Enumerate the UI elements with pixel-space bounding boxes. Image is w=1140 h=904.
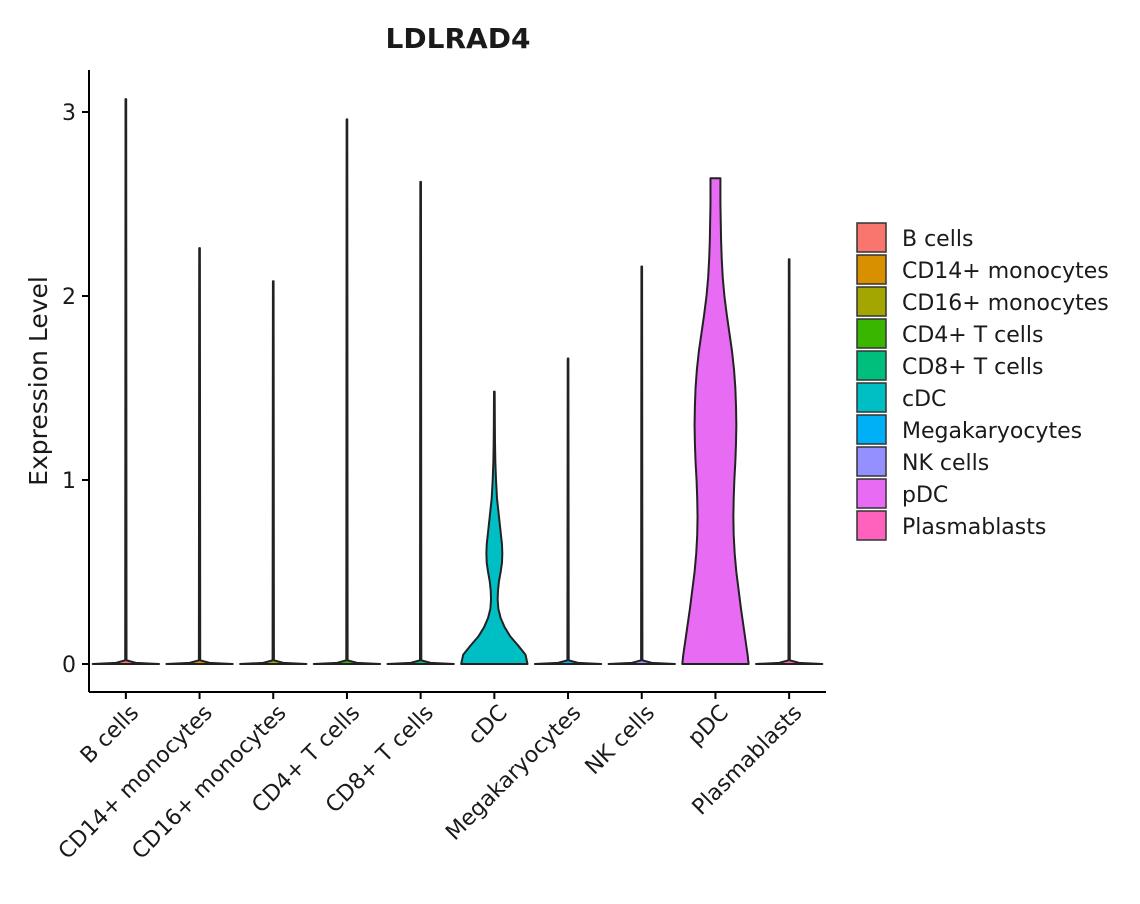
y-tick-label: 1 bbox=[62, 469, 76, 494]
violin-plasmablasts bbox=[754, 258, 824, 665]
legend-label: pDC bbox=[902, 483, 948, 508]
legend-swatch bbox=[856, 350, 887, 381]
x-tick-label: B cells bbox=[76, 701, 144, 769]
x-tick-label: pDC bbox=[683, 701, 733, 751]
legend-swatch bbox=[856, 478, 887, 509]
legend-label: Megakaryocytes bbox=[902, 419, 1082, 444]
violin-cd4-t-cells bbox=[312, 118, 382, 665]
y-tick-label: 2 bbox=[62, 285, 76, 310]
legend-label: B cells bbox=[902, 227, 973, 252]
violin-cdc bbox=[460, 390, 529, 665]
legend-label: Plasmablasts bbox=[902, 515, 1046, 540]
violin-b-cells bbox=[91, 98, 161, 665]
chart-title: LDLRAD4 bbox=[386, 22, 531, 55]
legend-swatch bbox=[856, 510, 887, 541]
legend-label: cDC bbox=[902, 387, 946, 412]
legend-label: CD8+ T cells bbox=[902, 355, 1043, 380]
violins bbox=[91, 98, 824, 665]
legend-swatch bbox=[856, 446, 887, 477]
legend-label: CD4+ T cells bbox=[902, 323, 1043, 348]
violin-megakaryocytes bbox=[533, 357, 603, 665]
violin-cd14-monocytes bbox=[165, 247, 234, 665]
violin-nk-cells bbox=[607, 265, 676, 665]
y-axis-label: Expression Level bbox=[24, 276, 53, 486]
x-tick-label: Megakaryocytes bbox=[441, 701, 586, 846]
legend-swatch bbox=[856, 382, 887, 413]
y-tick-label: 3 bbox=[62, 101, 76, 126]
violin-pdc bbox=[681, 177, 750, 665]
legend-label: NK cells bbox=[902, 451, 989, 476]
legend-swatch bbox=[856, 222, 887, 253]
legend-swatch bbox=[856, 318, 887, 349]
legend-swatch bbox=[856, 414, 887, 445]
legend: B cells CD14+ monocytes CD16+ monocytes CD4… bbox=[856, 222, 1109, 541]
legend-label: CD16+ monocytes bbox=[902, 291, 1109, 316]
x-tick-label: NK cells bbox=[581, 701, 660, 780]
legend-swatch bbox=[856, 286, 887, 317]
violin-cd8-t-cells bbox=[386, 180, 455, 665]
x-tick-label: cDC bbox=[464, 701, 513, 750]
violin-cd16-monocytes bbox=[239, 280, 308, 665]
legend-label: CD14+ monocytes bbox=[902, 259, 1109, 284]
legend-swatch bbox=[856, 254, 887, 285]
axes: 0 1 2 3 bbox=[62, 70, 826, 693]
y-tick-label: 0 bbox=[62, 653, 76, 678]
